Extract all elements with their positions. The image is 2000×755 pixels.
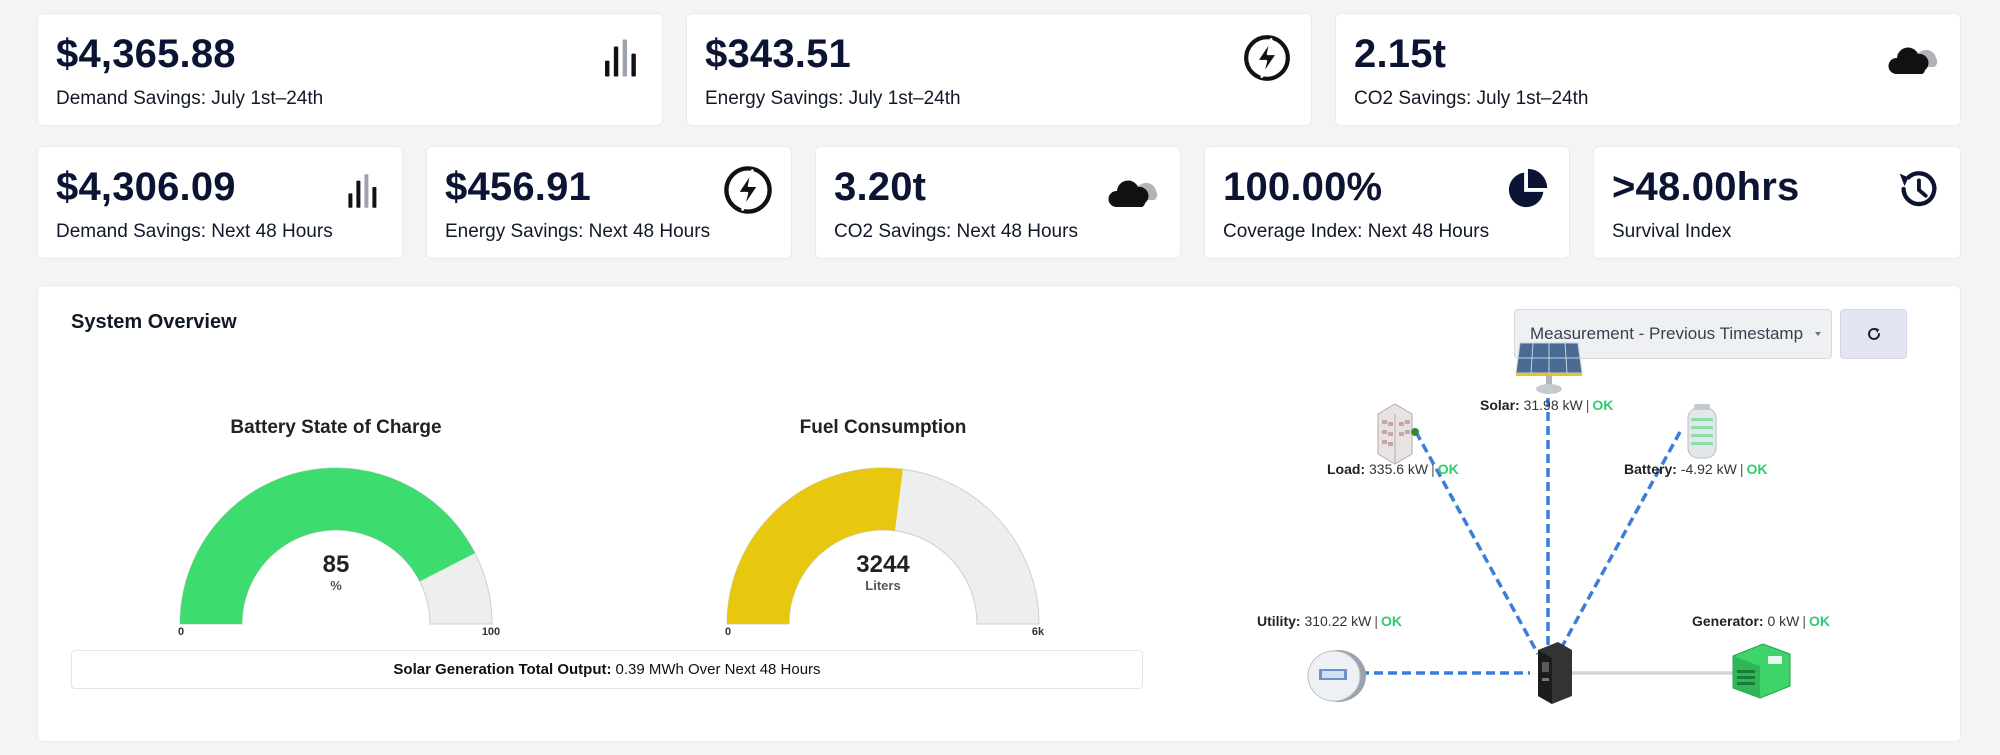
node-separator: | bbox=[1739, 461, 1744, 477]
chevron-down-icon bbox=[1815, 332, 1821, 336]
gauge-max-label: 6k bbox=[1032, 626, 1045, 638]
stat-value: $4,306.09 bbox=[56, 165, 236, 209]
node-label-utility: Utility: 310.22 kW | OK bbox=[1257, 613, 1402, 629]
stat-label: Demand Savings: Next 48 Hours bbox=[56, 221, 333, 242]
inverter-hub-icon bbox=[1538, 642, 1572, 704]
gauge-min-label: 0 bbox=[178, 626, 184, 638]
status-badge: OK bbox=[1381, 613, 1403, 629]
node-separator: | bbox=[1374, 613, 1379, 629]
bar-chart-icon bbox=[342, 169, 382, 213]
node-name: Battery: bbox=[1624, 461, 1677, 477]
node-separator: | bbox=[1431, 461, 1435, 477]
stat-label: Demand Savings: July 1st–24th bbox=[56, 88, 324, 109]
node-value: 31.98 kW bbox=[1523, 397, 1583, 413]
node-separator: | bbox=[1802, 613, 1806, 629]
node-separator: | bbox=[1585, 397, 1590, 413]
gauge-value: 3244 bbox=[856, 551, 910, 578]
node-label-load: Load: 335.6 kW | OK bbox=[1327, 461, 1459, 477]
battery-gauge: 85 % 0 100 bbox=[178, 467, 500, 638]
stat-value: $343.51 bbox=[705, 32, 851, 76]
node-label-solar: Solar: 31.98 kW | OK bbox=[1480, 397, 1613, 413]
node-label-generator: Generator: 0 kW | OK bbox=[1692, 613, 1830, 629]
gauge-value: 85 bbox=[323, 551, 350, 578]
node-value: -4.92 kW bbox=[1680, 461, 1737, 477]
stat-label: Energy Savings: July 1st–24th bbox=[705, 88, 961, 109]
stat-card-co2-savings-48h: 3.20t CO2 Savings: Next 48 Hours bbox=[815, 146, 1181, 259]
building-icon bbox=[1377, 403, 1419, 465]
node-name: Load: bbox=[1327, 461, 1366, 477]
stat-card-energy-savings-48h: $456.91 Energy Savings: Next 48 Hours bbox=[426, 146, 792, 259]
gauge-fill bbox=[180, 468, 475, 624]
battery-icon bbox=[1687, 404, 1717, 459]
stat-card-demand-savings-48h: $4,306.09 Demand Savings: Next 48 Hours bbox=[37, 146, 403, 259]
node-value: 335.6 kW bbox=[1369, 461, 1429, 477]
battery-gauge-title: Battery State of Charge bbox=[230, 417, 442, 438]
cloud-icon bbox=[1886, 34, 1940, 84]
gauge-min-label: 0 bbox=[725, 626, 731, 638]
stat-value: 3.20t bbox=[834, 165, 927, 209]
stat-card-demand-savings-month: $4,365.88 Demand Savings: July 1st–24th bbox=[37, 13, 663, 126]
system-overview-panel: System Overview Measurement - Previous T… bbox=[37, 285, 1961, 742]
stat-label: Survival Index bbox=[1612, 221, 1732, 242]
node-label-battery: Battery: -4.92 kW | OK bbox=[1624, 461, 1767, 477]
refresh-button[interactable] bbox=[1840, 309, 1907, 359]
node-name: Solar: bbox=[1480, 397, 1520, 413]
pie-chart-icon bbox=[1503, 165, 1551, 213]
stat-label: CO2 Savings: July 1st–24th bbox=[1354, 88, 1589, 109]
node-name: Generator: bbox=[1692, 613, 1764, 629]
node-value: 0 kW bbox=[1767, 613, 1800, 629]
generator-icon bbox=[1732, 643, 1791, 699]
status-badge: OK bbox=[1746, 461, 1768, 477]
gauge-fill bbox=[727, 468, 903, 624]
status-badge: OK bbox=[1592, 397, 1614, 413]
flow-line-load bbox=[1414, 431, 1540, 655]
lightning-icon bbox=[721, 163, 775, 217]
bar-chart-icon bbox=[598, 36, 642, 80]
stat-card-co2-savings-month: 2.15t CO2 Savings: July 1st–24th bbox=[1335, 13, 1961, 126]
lightning-icon bbox=[1241, 32, 1293, 84]
status-badge: OK bbox=[1437, 461, 1459, 477]
page-title: System Overview bbox=[71, 311, 237, 333]
gauge-max-label: 100 bbox=[482, 626, 500, 638]
solar-output-summary: Solar Generation Total Output: 0.39 MWh … bbox=[71, 650, 1143, 689]
node-name: Utility: bbox=[1257, 613, 1301, 629]
stat-value: $456.91 bbox=[445, 165, 591, 209]
stat-card-energy-savings-month: $343.51 Energy Savings: July 1st–24th bbox=[686, 13, 1312, 126]
power-flow-diagram bbox=[1307, 342, 1791, 704]
refresh-icon bbox=[1867, 327, 1880, 340]
stat-label: Coverage Index: Next 48 Hours bbox=[1223, 221, 1490, 242]
solar-output-value: 0.39 MWh Over Next 48 Hours bbox=[615, 661, 821, 678]
stat-value: 2.15t bbox=[1354, 32, 1447, 76]
gauge-unit: Liters bbox=[865, 578, 900, 593]
stat-label: CO2 Savings: Next 48 Hours bbox=[834, 221, 1078, 242]
history-icon bbox=[1894, 165, 1942, 213]
solar-panel-icon bbox=[1515, 342, 1583, 394]
solar-output-label: Solar Generation Total Output: bbox=[393, 661, 612, 678]
stat-label: Energy Savings: Next 48 Hours bbox=[445, 221, 711, 242]
node-value: 310.22 kW bbox=[1304, 613, 1372, 629]
fuel-gauge: 3244 Liters 0 6k bbox=[725, 467, 1045, 638]
cloud-icon bbox=[1106, 167, 1160, 217]
status-badge: OK bbox=[1809, 613, 1830, 629]
stat-card-coverage-index: 100.00% Coverage Index: Next 48 Hours bbox=[1204, 146, 1570, 259]
utility-meter-icon bbox=[1307, 650, 1366, 702]
stat-value: $4,365.88 bbox=[56, 32, 236, 76]
stat-card-survival-index: >48.00hrs Survival Index bbox=[1593, 146, 1961, 259]
measurement-select-value: Measurement - Previous Timestamp bbox=[1530, 324, 1804, 343]
flow-line-battery bbox=[1556, 431, 1682, 655]
stat-value: >48.00hrs bbox=[1612, 165, 1800, 209]
fuel-gauge-title: Fuel Consumption bbox=[799, 417, 967, 438]
stat-value: 100.00% bbox=[1223, 165, 1383, 209]
gauge-unit: % bbox=[330, 578, 342, 593]
